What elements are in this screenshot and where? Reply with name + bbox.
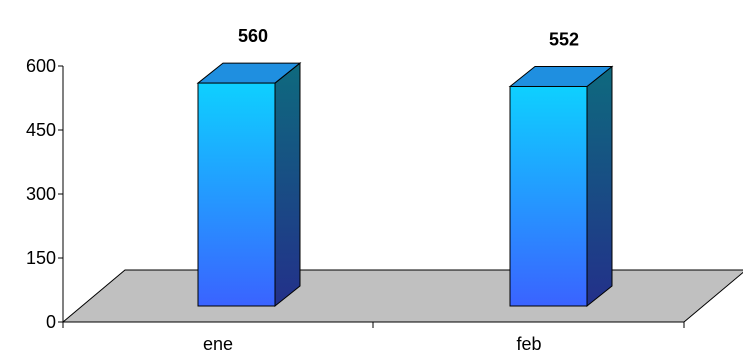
bar-value-label: 560 [238, 26, 268, 46]
bar-value-label: 552 [549, 29, 579, 49]
x-axis-ticks [62, 322, 685, 328]
bar-series: 560 ene 552 feb [196, 26, 614, 354]
chart-floor [61, 269, 743, 323]
y-tick-label: 450 [26, 120, 56, 140]
bar-feb [508, 65, 614, 308]
bar-front-face [197, 82, 276, 307]
category-label: feb [516, 334, 541, 354]
bar-side-face [586, 65, 613, 308]
y-tick-label: 0 [46, 312, 56, 332]
bar-ene [196, 62, 302, 308]
y-tick-label: 300 [26, 184, 56, 204]
category-label: ene [203, 334, 233, 354]
bar-front-face [509, 85, 588, 307]
y-tick-label: 150 [26, 248, 56, 268]
bar-side-face [274, 62, 301, 308]
y-axis-ticks: 0 150 300 450 600 [26, 56, 63, 332]
y-tick-label: 600 [26, 56, 56, 76]
